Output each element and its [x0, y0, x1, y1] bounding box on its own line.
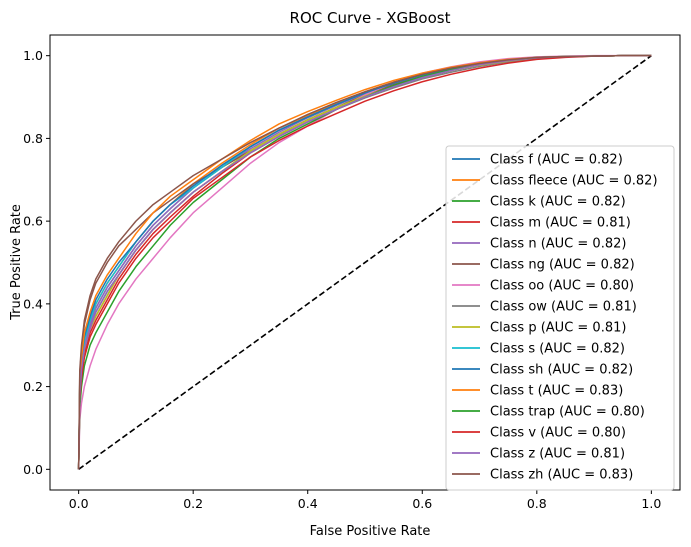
x-tick-label: 0.8: [527, 496, 547, 511]
legend-label-7: Class ow (AUC = 0.81): [490, 300, 637, 315]
x-tick-label: 0.0: [69, 496, 89, 511]
legend-label-11: Class t (AUC = 0.83): [490, 384, 623, 399]
ticks-group: 0.0 0.2 0.4 0.6 0.8 1.0 0.0 0.2 0.4 0.6 0.8 1.0: [23, 48, 661, 511]
roc-series-line-15: [77, 54, 652, 470]
plot-frame: [49, 34, 681, 491]
y-tick-label: 0.0: [23, 462, 43, 477]
x-tick-label: 1.0: [641, 496, 661, 511]
series-group: [77, 54, 652, 470]
legend-label-6: Class oo (AUC = 0.80): [490, 279, 634, 294]
legend-label-0: Class f (AUC = 0.82): [490, 153, 623, 168]
x-tick-label: 0.4: [298, 496, 318, 511]
plot-area: 0.0 0.2 0.4 0.6 0.8 1.0 0.0 0.2 0.4 0.6 0.8 1.0: [23, 34, 681, 511]
chart-title: ROC Curve - XGBoost: [290, 9, 451, 27]
legend-label-15: Class zh (AUC = 0.83): [490, 468, 633, 483]
legend-label-1: Class fleece (AUC = 0.82): [490, 174, 658, 189]
legend: Class f (AUC = 0.82) Class fleece (AUC = …: [445, 145, 675, 491]
legend-label-14: Class z (AUC = 0.81): [490, 447, 625, 462]
x-tick-label: 0.2: [183, 496, 203, 511]
y-tick-label: 1.0: [23, 48, 43, 63]
reference-line-diagonal: [78, 55, 652, 470]
y-tick-label: 0.2: [23, 379, 43, 394]
y-tick-label: 0.8: [23, 131, 43, 146]
legend-label-4: Class n (AUC = 0.82): [490, 237, 626, 252]
legend-label-5: Class ng (AUC = 0.82): [490, 258, 635, 273]
legend-label-9: Class s (AUC = 0.82): [490, 342, 625, 357]
legend-label-13: Class v (AUC = 0.80): [490, 426, 626, 441]
y-axis-label: True Positive Rate: [9, 204, 24, 321]
legend-label-12: Class trap (AUC = 0.80): [490, 405, 645, 420]
y-tick-label: 0.6: [23, 214, 43, 229]
roc-series-line-13: [77, 54, 652, 470]
legend-label-3: Class m (AUC = 0.81): [490, 216, 631, 231]
x-tick-label: 0.6: [412, 496, 432, 511]
y-tick-label: 0.4: [23, 296, 43, 311]
legend-label-8: Class p (AUC = 0.81): [490, 321, 626, 336]
x-axis-label: False Positive Rate: [310, 524, 431, 539]
legend-label-10: Class sh (AUC = 0.82): [490, 363, 633, 378]
legend-box: [445, 145, 675, 491]
legend-label-2: Class k (AUC = 0.82): [490, 195, 626, 210]
